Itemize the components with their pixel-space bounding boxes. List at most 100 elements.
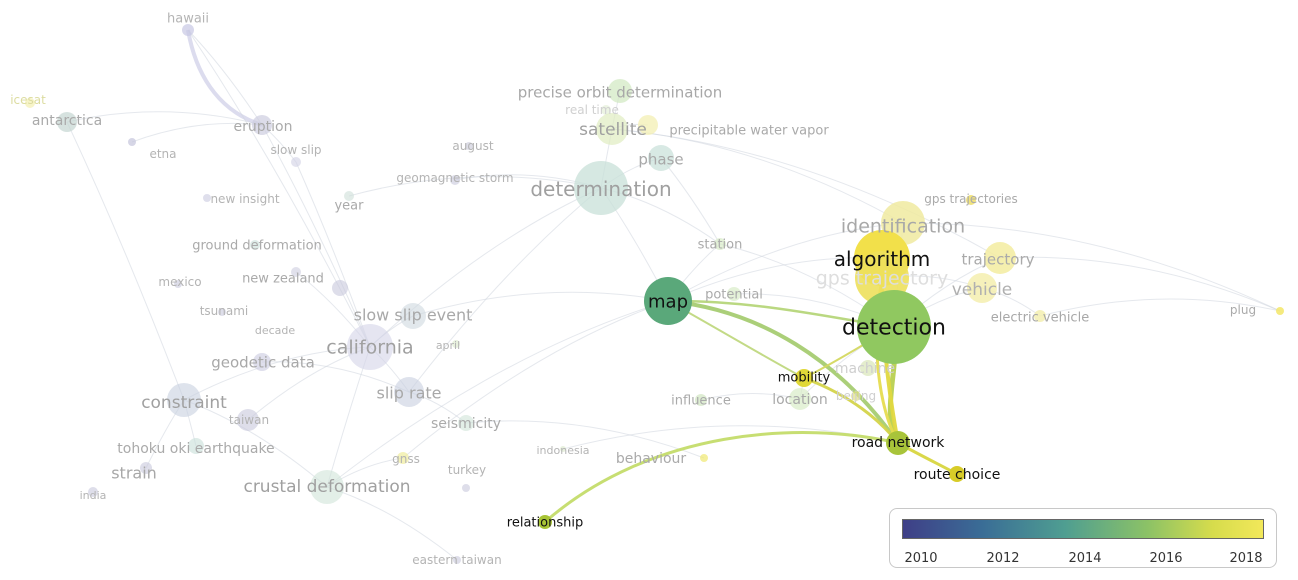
label-decade[interactable]: decade bbox=[255, 324, 296, 337]
label-geomagnetic-storm[interactable]: geomagnetic storm bbox=[396, 171, 513, 185]
node-satellite[interactable] bbox=[596, 113, 628, 145]
label-turkey[interactable]: turkey bbox=[448, 463, 486, 477]
label-strain[interactable]: strain bbox=[111, 464, 157, 483]
node-taiwan[interactable] bbox=[237, 409, 259, 431]
node-new-zealand[interactable] bbox=[291, 267, 301, 277]
node-hawaii[interactable] bbox=[182, 24, 194, 36]
label-eastern-taiwan[interactable]: eastern taiwan bbox=[412, 553, 501, 567]
label-precipitable[interactable]: precipitable water vapor bbox=[669, 124, 829, 139]
label-antarctica[interactable]: antarctica bbox=[32, 113, 102, 129]
label-behaviour[interactable]: behaviour bbox=[616, 451, 687, 467]
node-strain[interactable] bbox=[140, 462, 152, 474]
label-eruption[interactable]: eruption bbox=[234, 119, 293, 135]
node-icesat[interactable] bbox=[25, 98, 35, 108]
node-geodetic-data[interactable] bbox=[253, 353, 271, 371]
node-map[interactable] bbox=[644, 277, 692, 325]
label-electric-vehicle[interactable]: electric vehicle bbox=[991, 311, 1089, 326]
node-influence[interactable] bbox=[695, 394, 707, 406]
node-turkey[interactable] bbox=[462, 484, 470, 492]
label-mobility[interactable]: mobility bbox=[778, 371, 831, 386]
node-ground-deformation[interactable] bbox=[250, 240, 260, 250]
label-detection[interactable]: detection bbox=[842, 316, 946, 341]
node-location[interactable] bbox=[789, 388, 811, 410]
label-indonesia[interactable]: indonesia bbox=[536, 444, 589, 457]
node-california[interactable] bbox=[347, 324, 393, 370]
node-plug[interactable] bbox=[1276, 307, 1284, 315]
node-slip-rate[interactable] bbox=[394, 377, 424, 407]
label-identification[interactable]: identification bbox=[841, 216, 965, 238]
label-gps-trajectories[interactable]: gps trajectories bbox=[924, 192, 1018, 206]
label-plug[interactable]: plug bbox=[1230, 303, 1256, 317]
label-crustal-deformation[interactable]: crustal deformation bbox=[243, 477, 410, 497]
node-crustal-deformation[interactable] bbox=[310, 470, 344, 504]
node-vehicle[interactable] bbox=[967, 273, 997, 303]
node-eruption[interactable] bbox=[252, 115, 272, 135]
node-potential[interactable] bbox=[727, 287, 741, 301]
node-beijing[interactable] bbox=[851, 391, 861, 401]
label-april[interactable]: april bbox=[436, 339, 460, 352]
label-relationship[interactable]: relationship bbox=[507, 516, 583, 531]
label-algorithm[interactable]: algorithm bbox=[834, 247, 931, 271]
label-gps-trajectory[interactable]: gps trajectory bbox=[816, 268, 949, 290]
label-slip-rate[interactable]: slip rate bbox=[377, 384, 442, 403]
label-new-insight[interactable]: new insight bbox=[210, 192, 279, 206]
label-slow-slip[interactable]: slow slip bbox=[270, 143, 321, 157]
node-trajectory[interactable] bbox=[984, 242, 1016, 274]
label-beijing[interactable]: beijing bbox=[836, 389, 876, 403]
label-constraint[interactable]: constraint bbox=[141, 393, 227, 413]
label-india[interactable]: india bbox=[80, 489, 107, 502]
label-august[interactable]: august bbox=[452, 139, 493, 153]
label-precise-orbit[interactable]: precise orbit determination bbox=[518, 83, 722, 101]
label-mexico[interactable]: mexico bbox=[158, 275, 201, 289]
label-tsunami[interactable]: tsunami bbox=[200, 304, 249, 318]
node-antarctica[interactable] bbox=[57, 112, 77, 132]
label-year[interactable]: year bbox=[334, 199, 364, 214]
node-new-insight[interactable] bbox=[203, 194, 211, 202]
node-phase[interactable] bbox=[648, 145, 674, 171]
label-machine[interactable]: machine bbox=[835, 361, 895, 377]
node-slow-slip[interactable] bbox=[291, 157, 301, 167]
node-electric-vehicle[interactable] bbox=[1034, 310, 1046, 322]
node-mexico[interactable] bbox=[174, 280, 182, 288]
node-relationship[interactable] bbox=[538, 515, 552, 529]
node-indonesia[interactable] bbox=[560, 446, 566, 452]
label-road-network[interactable]: road network bbox=[852, 435, 946, 451]
label-hawaii[interactable]: hawaii bbox=[167, 12, 209, 27]
label-taiwan[interactable]: taiwan bbox=[229, 413, 269, 427]
label-vehicle[interactable]: vehicle bbox=[952, 280, 1013, 300]
node-road-network[interactable] bbox=[886, 431, 910, 455]
label-seismicity[interactable]: seismicity bbox=[431, 416, 501, 432]
label-route-choice[interactable]: route choice bbox=[914, 467, 1001, 483]
label-tohoku[interactable]: tohoku oki earthquake bbox=[117, 441, 274, 457]
node-real-time[interactable] bbox=[601, 105, 611, 115]
node-station[interactable] bbox=[714, 238, 726, 250]
label-location[interactable]: location bbox=[772, 392, 828, 408]
node-geomagnetic-storm[interactable] bbox=[450, 175, 460, 185]
label-influence[interactable]: influence bbox=[671, 394, 731, 409]
label-satellite[interactable]: satellite bbox=[579, 120, 647, 140]
node-precise-orbit[interactable] bbox=[608, 79, 632, 103]
node-mobility[interactable] bbox=[795, 369, 813, 387]
node-seismicity[interactable] bbox=[458, 415, 474, 431]
node-india[interactable] bbox=[88, 487, 98, 497]
label-trajectory[interactable]: trajectory bbox=[962, 250, 1035, 268]
label-potential[interactable]: potential bbox=[705, 288, 763, 303]
node-route-choice[interactable] bbox=[949, 466, 965, 482]
label-california[interactable]: california bbox=[326, 337, 413, 359]
node-april[interactable] bbox=[452, 340, 460, 348]
node-gps-trajectories[interactable] bbox=[966, 195, 976, 205]
label-geodetic-data[interactable]: geodetic data bbox=[211, 353, 315, 371]
label-station[interactable]: station bbox=[698, 238, 743, 253]
label-ground-deformation[interactable]: ground deformation bbox=[192, 239, 322, 254]
label-determination[interactable]: determination bbox=[530, 177, 671, 201]
node-behaviour[interactable] bbox=[700, 454, 708, 462]
node-eastern-taiwan[interactable] bbox=[453, 556, 461, 564]
label-map[interactable]: map bbox=[648, 291, 688, 312]
node-constraint[interactable] bbox=[167, 383, 201, 417]
label-slow-slip-event[interactable]: slow slip event bbox=[354, 306, 473, 325]
node-gnss[interactable] bbox=[397, 452, 409, 464]
node-year[interactable] bbox=[344, 191, 354, 201]
node-detection[interactable] bbox=[857, 290, 931, 364]
label-phase[interactable]: phase bbox=[638, 150, 683, 168]
